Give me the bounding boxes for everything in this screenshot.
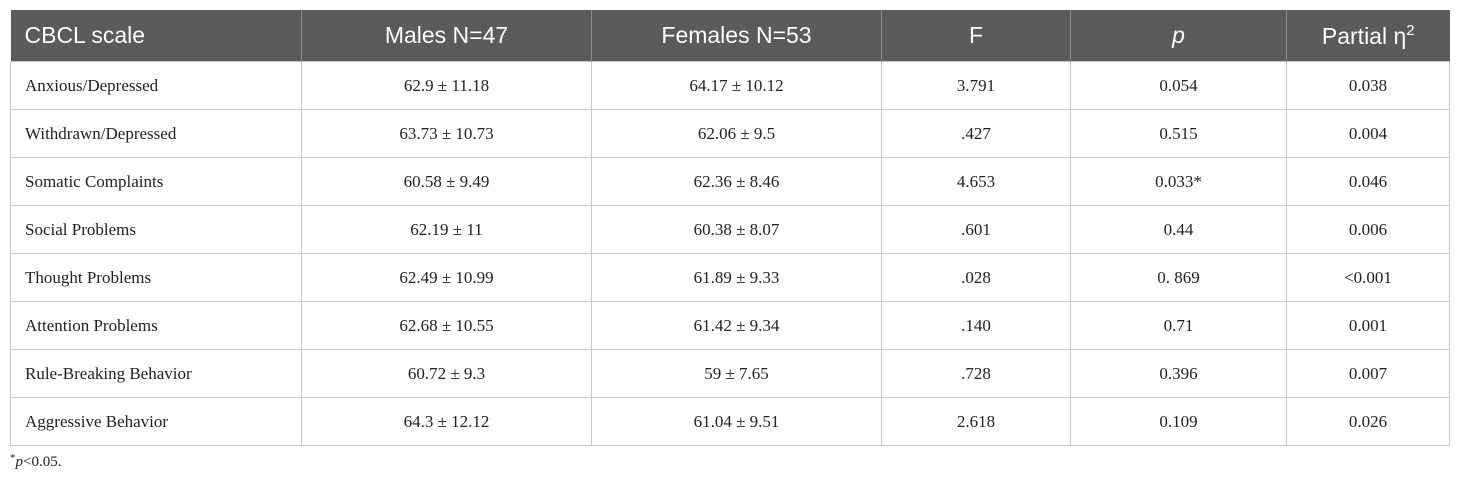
cell-cbcl-scale: Social Problems (10, 205, 302, 254)
cell-males: 62.19 ± 11 (301, 205, 592, 254)
cell-males: 62.68 ± 10.55 (301, 301, 592, 350)
cbcl-results-table: CBCL scale Males N=47 Females N=53 F p P… (10, 10, 1450, 446)
cell-females: 62.06 ± 9.5 (591, 109, 882, 158)
header-row: CBCL scale Males N=47 Females N=53 F p P… (10, 10, 1450, 62)
cell-partial-eta: 0.038 (1286, 61, 1450, 110)
cell-p: 0.054 (1070, 61, 1287, 110)
table-row: Aggressive Behavior 64.3 ± 12.12 61.04 ± 9… (10, 397, 1450, 446)
cell-p: 0.109 (1070, 397, 1287, 446)
header-p: p (1070, 10, 1287, 62)
footnote-threshold: <0.05. (23, 454, 62, 470)
table-header: CBCL scale Males N=47 Females N=53 F p P… (10, 10, 1450, 62)
cell-p: 0.033* (1070, 157, 1287, 206)
cell-females: 62.36 ± 8.46 (591, 157, 882, 206)
cell-partial-eta: <0.001 (1286, 253, 1450, 302)
cell-females: 61.42 ± 9.34 (591, 301, 882, 350)
cell-partial-eta: 0.046 (1286, 157, 1450, 206)
cell-females: 61.89 ± 9.33 (591, 253, 882, 302)
table-row: Attention Problems 62.68 ± 10.55 61.42 ± 9… (10, 301, 1450, 350)
footnote-asterisk: * (10, 452, 16, 464)
cell-f: .427 (881, 109, 1071, 158)
cell-f: .728 (881, 349, 1071, 398)
cell-females: 59 ± 7.65 (591, 349, 882, 398)
cell-f: 3.791 (881, 61, 1071, 110)
cell-f: 4.653 (881, 157, 1071, 206)
cell-cbcl-scale: Withdrawn/Depressed (10, 109, 302, 158)
cell-cbcl-scale: Somatic Complaints (10, 157, 302, 206)
table-body: Anxious/Depressed 62.9 ± 11.18 64.17 ± 10.… (10, 61, 1450, 446)
header-females: Females N=53 (591, 10, 882, 62)
cell-males: 62.49 ± 10.99 (301, 253, 592, 302)
cell-cbcl-scale: Rule-Breaking Behavior (10, 349, 302, 398)
table-row: Thought Problems 62.49 ± 10.99 61.89 ± 9.3… (10, 253, 1450, 302)
cell-females: 60.38 ± 8.07 (591, 205, 882, 254)
cell-p: 0.71 (1070, 301, 1287, 350)
cell-males: 60.58 ± 9.49 (301, 157, 592, 206)
cell-females: 64.17 ± 10.12 (591, 61, 882, 110)
cell-p: 0.515 (1070, 109, 1287, 158)
cell-males: 64.3 ± 12.12 (301, 397, 592, 446)
cell-partial-eta: 0.006 (1286, 205, 1450, 254)
header-f: F (881, 10, 1071, 62)
table-footnote: *p<0.05. (10, 452, 61, 471)
table-row: Social Problems 62.19 ± 11 60.38 ± 8.07.60… (10, 205, 1450, 254)
cell-cbcl-scale: Anxious/Depressed (10, 61, 302, 110)
cell-cbcl-scale: Thought Problems (10, 253, 302, 302)
cell-partial-eta: 0.004 (1286, 109, 1450, 158)
table-row: Somatic Complaints 60.58 ± 9.49 62.36 ± 8.… (10, 157, 1450, 206)
cell-partial-eta: 0.007 (1286, 349, 1450, 398)
header-partial-eta-superscript: 2 (1406, 21, 1415, 39)
results-table-container: CBCL scale Males N=47 Females N=53 F p P… (10, 10, 1450, 446)
table-row: Anxious/Depressed 62.9 ± 11.18 64.17 ± 10.… (10, 61, 1450, 110)
cell-partial-eta: 0.001 (1286, 301, 1450, 350)
header-partial-eta-label: Partial η (1321, 22, 1407, 49)
cell-p: 0. 869 (1070, 253, 1287, 302)
cell-f: 2.618 (881, 397, 1071, 446)
header-cbcl-scale: CBCL scale (10, 10, 302, 62)
cell-f: .140 (881, 301, 1071, 350)
cell-males: 62.9 ± 11.18 (301, 61, 592, 110)
table-row: Withdrawn/Depressed 63.73 ± 10.73 62.06 ± … (10, 109, 1450, 158)
cell-f: .028 (881, 253, 1071, 302)
header-males: Males N=47 (301, 10, 592, 62)
header-partial-eta: Partial η2 (1286, 10, 1450, 62)
cell-p: 0.44 (1070, 205, 1287, 254)
cell-females: 61.04 ± 9.51 (591, 397, 882, 446)
footnote-p: p (15, 454, 24, 470)
cell-p: 0.396 (1070, 349, 1287, 398)
table-row: Rule-Breaking Behavior 60.72 ± 9.3 59 ± 7.… (10, 349, 1450, 398)
cell-males: 63.73 ± 10.73 (301, 109, 592, 158)
cell-cbcl-scale: Attention Problems (10, 301, 302, 350)
cell-f: .601 (881, 205, 1071, 254)
cell-cbcl-scale: Aggressive Behavior (10, 397, 302, 446)
cell-males: 60.72 ± 9.3 (301, 349, 592, 398)
cell-partial-eta: 0.026 (1286, 397, 1450, 446)
